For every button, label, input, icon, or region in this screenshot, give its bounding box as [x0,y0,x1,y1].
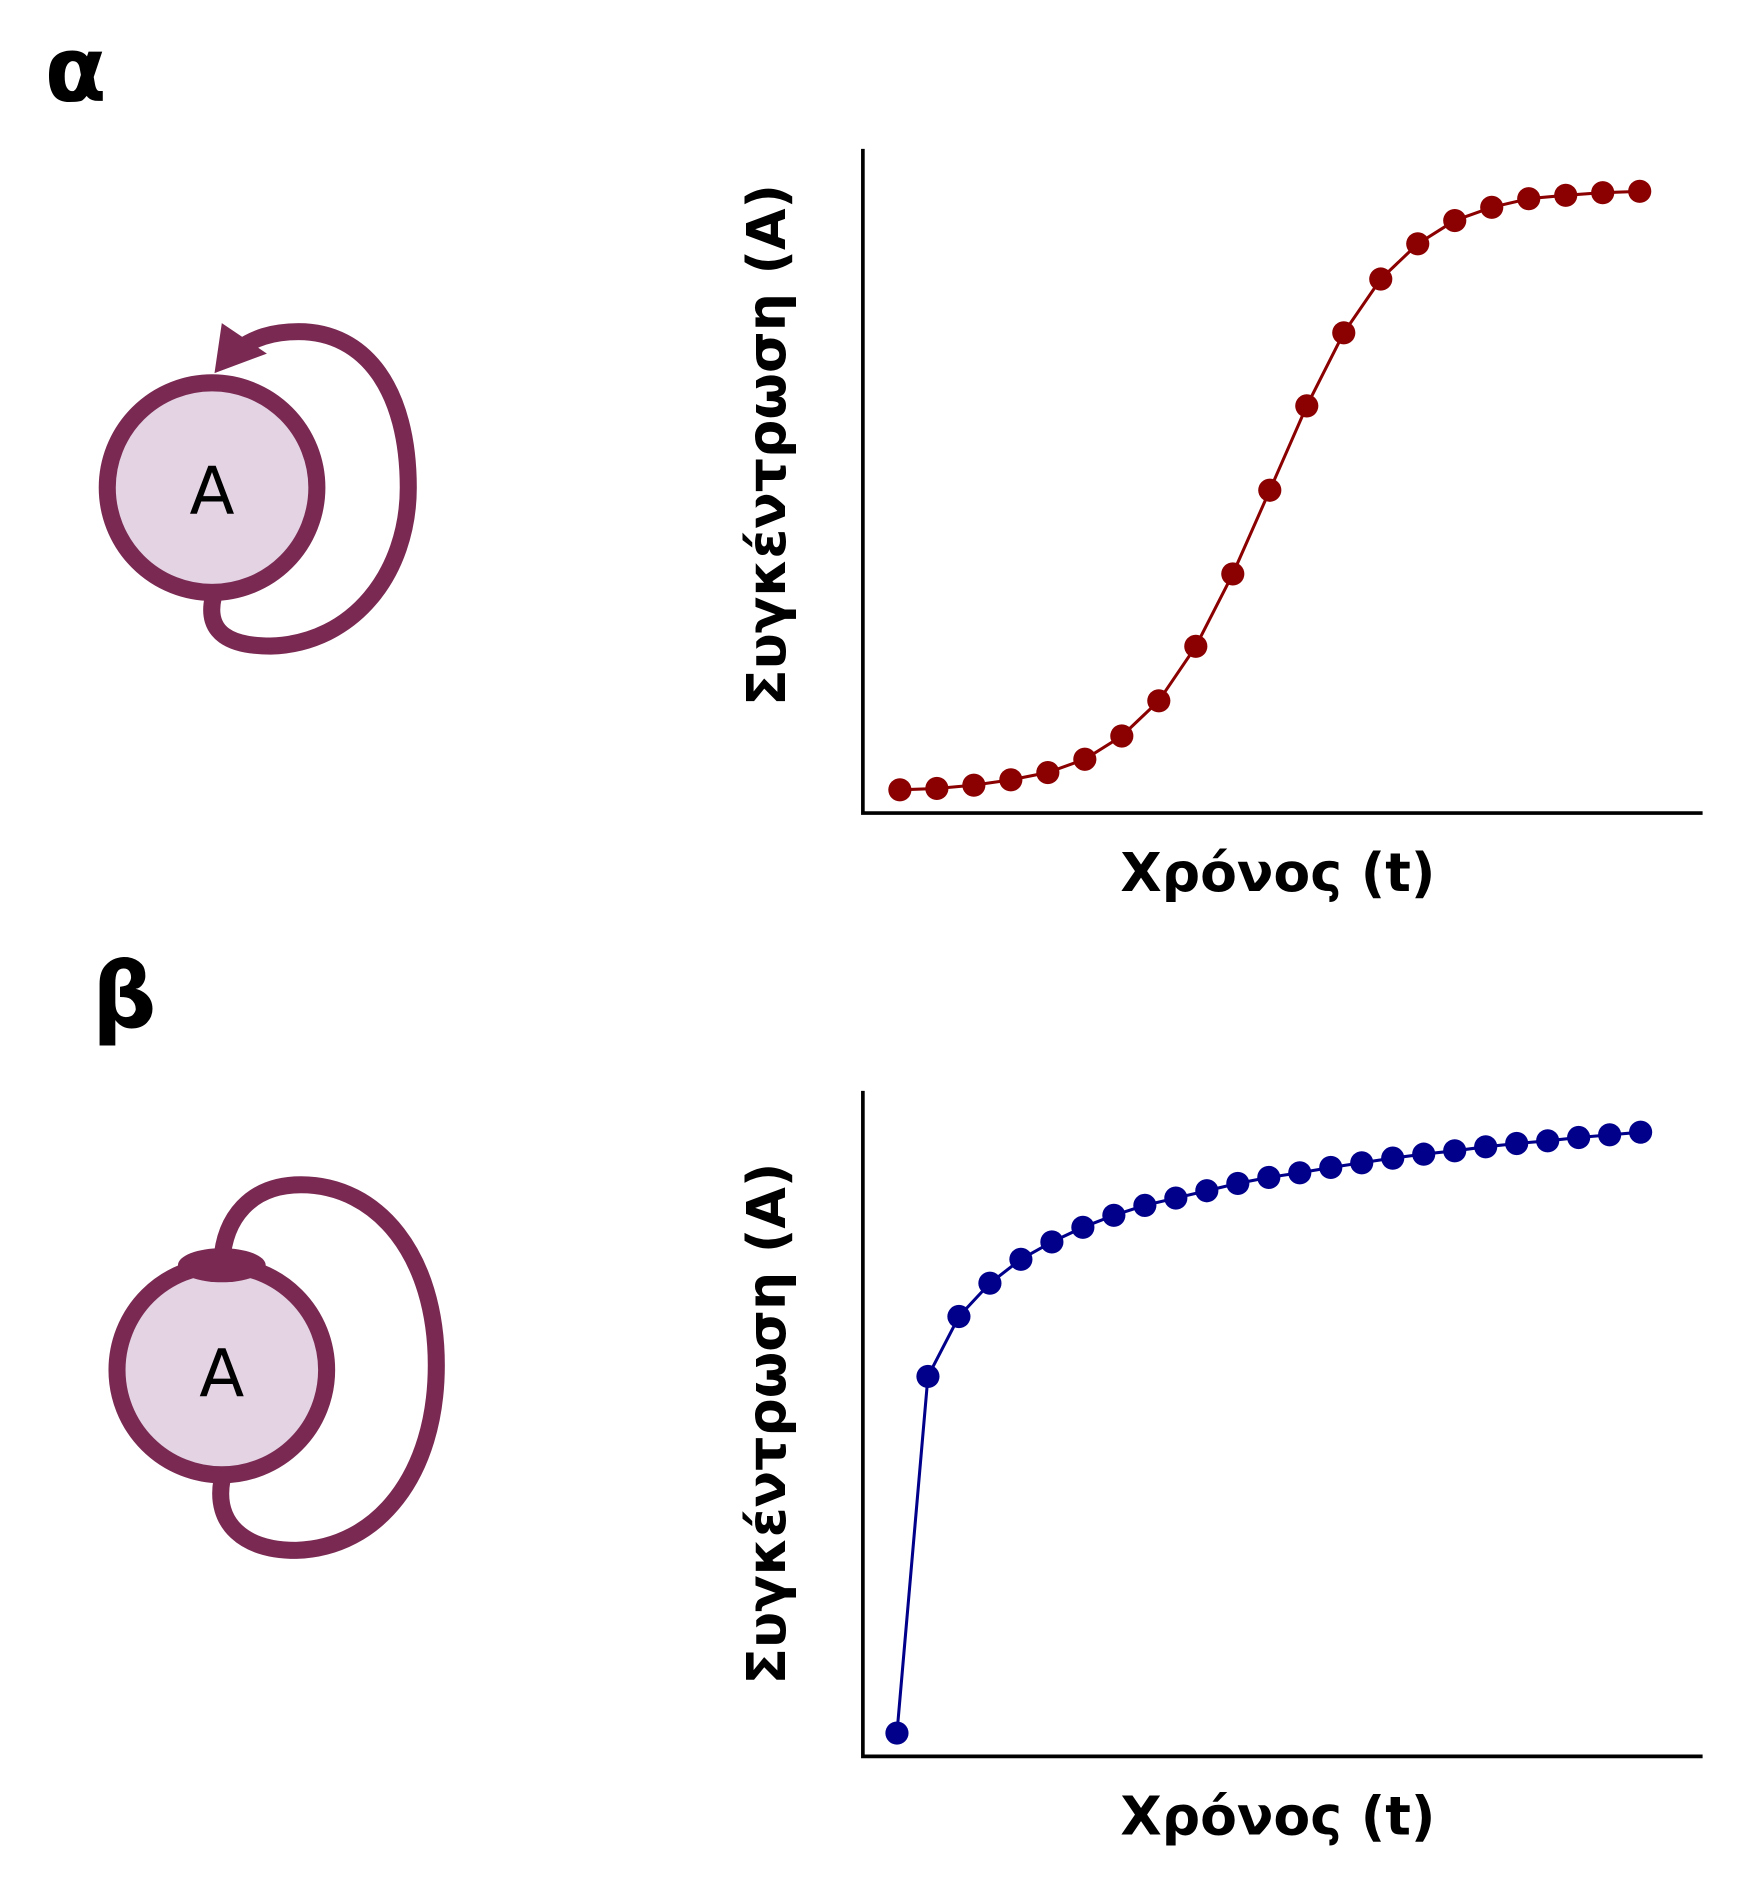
axes [861,1090,1703,1759]
data-point [978,1271,1002,1295]
data-point [1257,1165,1281,1190]
panel-label: β [92,944,157,1049]
data-point [1195,1179,1219,1203]
data-point [1628,179,1652,203]
data-point [1040,1230,1064,1254]
data-point [888,778,912,802]
data-point [1221,562,1245,586]
data-point [1381,1146,1405,1170]
data-point [1629,1120,1653,1144]
panel-label: α [45,18,107,123]
data-point [962,773,986,797]
data-point [1517,187,1541,211]
node-label: A [199,1336,244,1413]
data-point [1102,1203,1126,1227]
data-point [1071,1215,1095,1239]
data-line [895,1130,1641,1734]
repression-bar [177,1248,266,1283]
data-point [1258,478,1282,502]
data-point [1295,394,1319,418]
node [98,374,326,601]
data-point [1480,195,1504,219]
data-point [1474,1135,1498,1159]
data-point [1288,1161,1312,1185]
data-point [916,1364,940,1388]
data-point [925,776,949,801]
data-point [1350,1151,1374,1175]
data-point [1412,1142,1436,1166]
data-point [885,1721,909,1745]
data-point [1369,267,1393,291]
data-point [1164,1186,1188,1210]
self-activation-diagram [98,323,417,655]
y-axis-label: Συγκέντρωση (A) [735,184,798,706]
data-point [1406,232,1430,256]
data-point [1598,1123,1622,1147]
axes [861,148,1703,815]
data-point [1567,1125,1591,1150]
data-point [947,1304,971,1329]
data-point [999,768,1023,792]
arrowhead [214,323,267,374]
x-axis-label: Χρόνος (t) [1120,1784,1435,1847]
data-point [1073,747,1097,771]
y-axis-label: Συγκέντρωση (A) [735,1163,798,1685]
data-point [1036,760,1060,785]
data-point [1226,1171,1250,1195]
data-point [1319,1155,1343,1180]
data-point [1591,181,1615,205]
node-label: A [190,453,235,530]
data-point [1443,208,1467,233]
x-axis-label: Χρόνος (t) [1120,841,1435,904]
self-repression-diagram [108,1176,445,1559]
data-point [1443,1139,1467,1163]
feedback-loop [212,1176,445,1559]
data-point [1536,1129,1560,1153]
data-point [1009,1247,1033,1271]
data-point [1147,689,1171,713]
data-point [1110,724,1134,748]
data-point [1184,634,1208,658]
data-point [1332,321,1356,345]
data-point [1133,1193,1157,1217]
data-point [1554,183,1578,207]
feedback-loop [203,323,417,655]
data-point [1505,1131,1529,1156]
